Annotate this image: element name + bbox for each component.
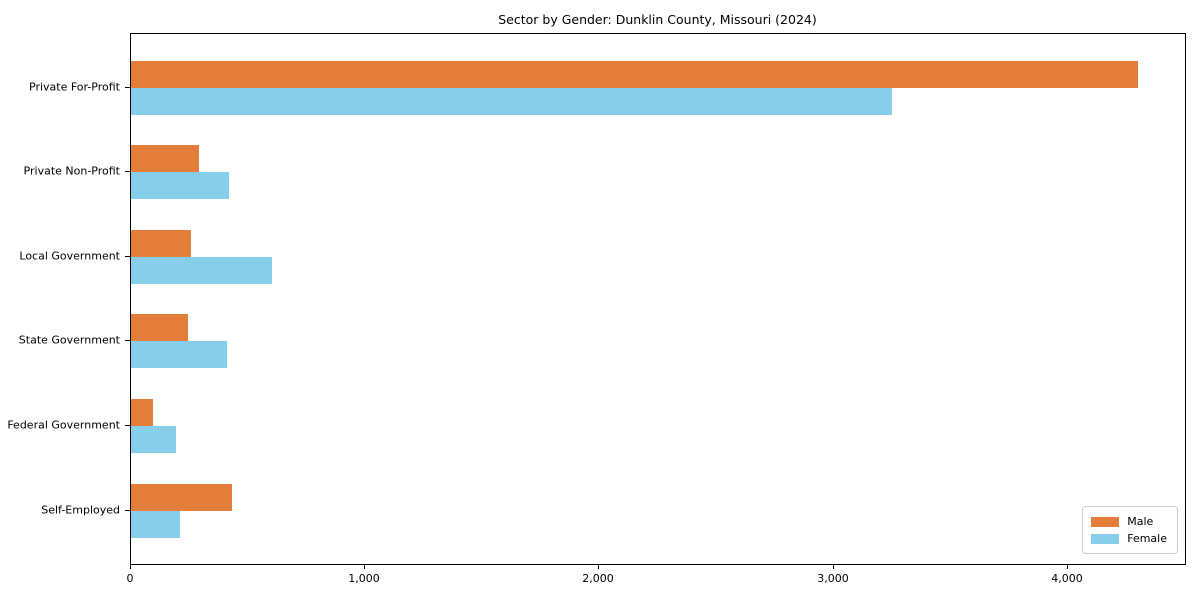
x-tick-mark — [1067, 564, 1068, 569]
y-tick-label-local-government: Local Government — [19, 249, 120, 263]
x-tick-label-1000: 1,000 — [348, 572, 380, 585]
bar-female-local-government — [131, 256, 272, 284]
legend-label-female: Female — [1127, 532, 1167, 545]
x-tick-label-0: 0 — [126, 572, 134, 585]
y-tick-mark — [125, 256, 130, 257]
y-tick-label-private-non-profit: Private Non-Profit — [23, 164, 120, 178]
bar-female-federal-government — [131, 425, 176, 453]
y-tick-label-federal-government: Federal Government — [7, 418, 120, 432]
legend-label-male: Male — [1127, 515, 1154, 528]
y-tick-label-state-government: State Government — [18, 333, 120, 347]
x-tick-label-4000: 4,000 — [1051, 572, 1083, 585]
y-tick-mark — [125, 510, 130, 511]
x-tick-mark — [598, 564, 599, 569]
legend-entry-male: Male — [1091, 513, 1167, 530]
y-tick-mark — [125, 425, 130, 426]
legend-entry-female: Female — [1091, 530, 1167, 547]
x-tick-label-3000: 3,000 — [817, 572, 849, 585]
bar-male-self-employed — [131, 483, 232, 511]
bar-female-state-government — [131, 341, 227, 369]
y-tick-label-private-for-profit: Private For-Profit — [29, 80, 120, 94]
bar-male-local-government — [131, 229, 191, 257]
legend: Male Female — [1082, 506, 1178, 554]
x-tick-mark — [364, 564, 365, 569]
plot-area: Male Female — [130, 33, 1186, 565]
male-series-swatch — [1091, 516, 1120, 527]
x-tick-mark — [130, 564, 131, 569]
bar-female-private-for-profit — [131, 87, 892, 115]
bar-female-private-non-profit — [131, 172, 229, 200]
bar-male-private-for-profit — [131, 60, 1138, 88]
y-tick-label-self-employed: Self-Employed — [41, 503, 120, 517]
y-tick-mark — [125, 340, 130, 341]
bar-male-federal-government — [131, 398, 153, 426]
bar-female-self-employed — [131, 510, 180, 538]
x-tick-mark — [833, 564, 834, 569]
female-series-swatch — [1091, 533, 1120, 544]
y-tick-mark — [125, 171, 130, 172]
y-tick-mark — [125, 87, 130, 88]
bar-male-state-government — [131, 314, 188, 342]
x-tick-label-2000: 2,000 — [582, 572, 614, 585]
chart-title: Sector by Gender: Dunklin County, Missou… — [498, 12, 817, 27]
bar-male-private-non-profit — [131, 145, 199, 173]
